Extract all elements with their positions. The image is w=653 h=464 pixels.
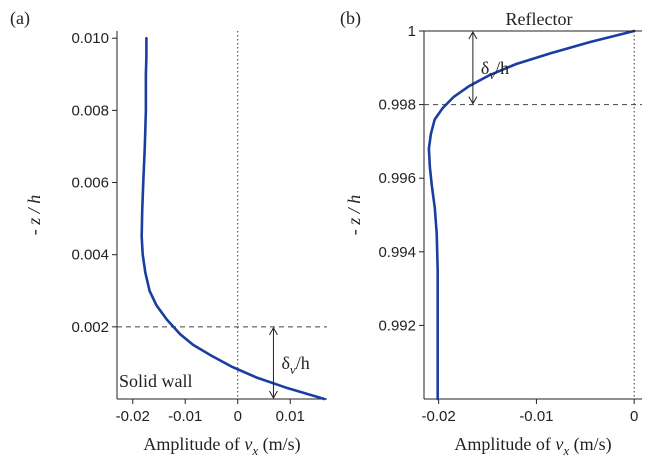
x-axis-title-unit: (m/s) — [258, 434, 301, 455]
annotation-delta: δ — [281, 353, 289, 373]
x-tick-label: -0.02 — [116, 408, 150, 425]
reflector-label: Reflector — [506, 9, 573, 29]
y-tick-label: 0.998 — [378, 97, 416, 114]
y-tick-label: 0.002 — [71, 319, 109, 336]
y-axis-title: - z / h — [24, 195, 44, 236]
x-axis-title-var: v — [244, 434, 252, 454]
series-line — [140, 36, 326, 401]
panel-label: (a) — [10, 8, 30, 29]
y-tick-label: 0.992 — [378, 317, 416, 334]
x-axis-title-prefix: Amplitude of — [143, 434, 244, 454]
x-axis-title-prefix: Amplitude of — [454, 434, 555, 454]
panel-label: (b) — [340, 8, 361, 29]
thickness-annotation: δv/h — [281, 353, 309, 377]
panel-a: -0.02 -0.01 0 0.01 0.002 0.004 0.006 0.008 0.010… — [10, 8, 327, 458]
y-tick-label: 0.994 — [378, 244, 416, 261]
x-tick-label: 0 — [234, 408, 242, 425]
thickness-annotation: δv/h — [481, 58, 509, 82]
thickness-arrow-head-bottom — [269, 390, 278, 400]
x-tick-label: 0.01 — [276, 408, 305, 425]
x-tick-label: -0.02 — [422, 408, 456, 425]
annotation-tail: /h — [495, 58, 509, 78]
y-tick-label: 0.996 — [378, 170, 416, 187]
x-tick-label: -0.01 — [519, 408, 553, 425]
x-axis-title-sub: x — [251, 443, 258, 458]
x-axis-title-var: v — [555, 434, 563, 454]
x-axis-title-unit: (m/s) — [569, 434, 612, 455]
x-tick-label: -0.01 — [168, 408, 202, 425]
y-axis-title: - z / h — [344, 195, 364, 236]
annotation-tail: /h — [296, 353, 310, 373]
y-tick-label: 1 — [408, 23, 416, 40]
x-axis-title: Amplitude of vx (m/s) — [143, 434, 300, 458]
x-tick-label: 0 — [630, 408, 638, 425]
y-tick-label: 0.006 — [71, 175, 109, 192]
annotation-subscript: v — [290, 362, 296, 377]
series-line — [427, 29, 636, 401]
thickness-arrow-head-top — [269, 326, 278, 336]
panel-b: -0.02 -0.01 00.9920.9940.9960.9981δv/hRefl… — [340, 8, 642, 458]
y-tick-label: 0.004 — [71, 247, 109, 264]
thickness-arrow-head-top — [468, 30, 478, 40]
y-tick-label: 0.008 — [71, 102, 109, 119]
x-axis-title-sub: x — [562, 443, 569, 458]
solid-wall-label: Solid wall — [119, 371, 193, 391]
annotation-subscript: v — [489, 67, 495, 82]
thickness-arrow-head-bottom — [468, 96, 478, 105]
annotation-delta: δ — [481, 58, 489, 78]
y-tick-label: 0.010 — [71, 30, 109, 47]
x-axis-title: Amplitude of vx (m/s) — [454, 434, 611, 458]
